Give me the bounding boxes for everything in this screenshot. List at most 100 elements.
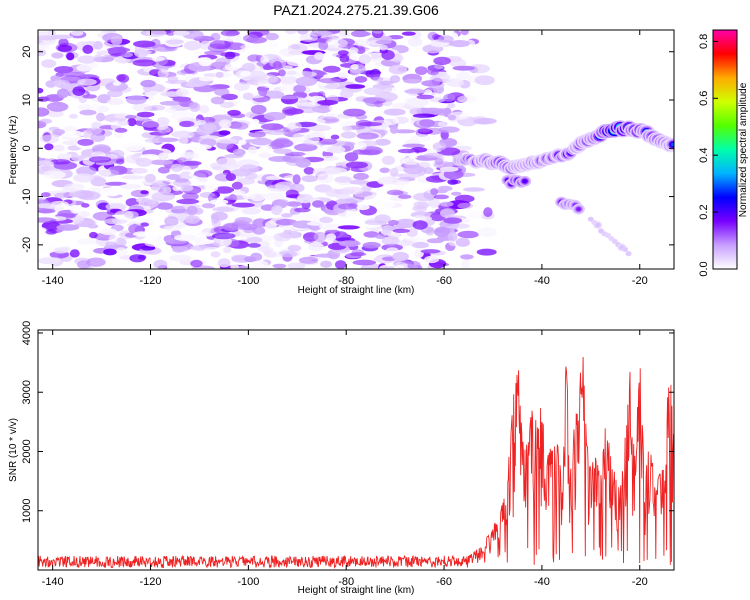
noise-blob <box>398 194 412 199</box>
signal-blob <box>623 247 628 252</box>
noise-blob <box>383 116 399 126</box>
noise-blob <box>66 52 75 61</box>
noise-blob <box>358 54 372 64</box>
noise-blob <box>251 118 260 125</box>
noise-blob <box>342 125 353 132</box>
noise-blob <box>209 199 229 205</box>
noise-blob <box>250 192 266 202</box>
noise-blob <box>151 191 175 202</box>
noise-blob <box>388 219 399 226</box>
noise-blob <box>378 80 395 85</box>
noise-blob <box>381 155 395 165</box>
noise-blob <box>460 30 469 36</box>
noise-blob <box>425 228 435 236</box>
noise-blob <box>91 103 100 110</box>
noise-blob <box>149 159 173 166</box>
noise-blob <box>230 264 240 269</box>
noise-blob <box>96 112 105 122</box>
noise-blob <box>246 236 263 243</box>
noise-blob <box>162 186 172 194</box>
noise-blob <box>335 260 347 269</box>
figure-title: PAZ1.2024.275.21.39.G06 <box>273 2 439 18</box>
noise-blob <box>457 230 479 239</box>
noise-blob <box>167 75 179 84</box>
noise-blob <box>268 41 279 48</box>
noise-blob <box>194 169 213 178</box>
x-tick-label: -140 <box>42 275 64 287</box>
snr-y-label: SNR (10 * v/v) <box>8 418 19 482</box>
signal-blob <box>626 251 631 256</box>
noise-blob <box>377 176 393 185</box>
noise-blob <box>350 64 359 70</box>
noise-blob <box>164 216 179 227</box>
noise-blob <box>337 225 360 230</box>
noise-blob <box>96 50 112 55</box>
noise-blob <box>267 184 291 192</box>
noise-blob <box>389 125 399 134</box>
noise-blob <box>144 240 164 247</box>
noise-blob <box>374 200 396 209</box>
noise-blob <box>309 136 320 143</box>
noise-blob <box>279 85 294 92</box>
noise-blob <box>392 251 410 262</box>
noise-blob <box>457 202 474 209</box>
noise-blob <box>430 188 439 196</box>
noise-blob <box>345 211 357 220</box>
noise-blob <box>312 200 324 208</box>
noise-blob <box>381 50 395 60</box>
noise-blob <box>224 51 236 60</box>
noise-blob <box>358 121 383 127</box>
noise-blob <box>367 52 386 62</box>
noise-blob <box>364 194 379 204</box>
noise-blob <box>52 79 70 88</box>
noise-blob <box>117 119 129 126</box>
noise-blob <box>197 232 215 237</box>
noise-blob <box>224 62 241 71</box>
noise-blob <box>68 191 85 198</box>
colorbar-gradient <box>713 30 737 269</box>
noise-blob <box>395 223 409 228</box>
noise-blob <box>201 203 216 209</box>
noise-blob <box>242 92 254 101</box>
noise-blob <box>181 160 202 166</box>
noise-blob <box>402 157 419 165</box>
noise-blob <box>392 228 410 233</box>
noise-blob <box>402 143 425 148</box>
noise-blob <box>114 127 128 133</box>
noise-blob <box>212 232 236 240</box>
noise-blob <box>460 254 474 260</box>
noise-blob <box>431 72 451 82</box>
noise-blob <box>160 91 184 97</box>
noise-blob <box>199 135 221 140</box>
noise-blob <box>407 37 423 47</box>
noise-blob <box>166 174 182 180</box>
noise-blob <box>439 166 459 172</box>
noise-blob <box>38 208 56 214</box>
noise-blob <box>140 198 152 207</box>
noise-blob <box>291 44 301 50</box>
noise-blob <box>286 70 297 76</box>
noise-blob <box>144 91 162 97</box>
y-tick-label: 1000 <box>21 498 33 522</box>
noise-blob <box>375 233 386 240</box>
noise-blob <box>141 245 156 251</box>
noise-blob <box>461 259 470 269</box>
noise-blob <box>407 260 421 269</box>
noise-blob <box>239 164 259 174</box>
noise-blob <box>41 59 57 68</box>
noise-blob <box>412 215 427 223</box>
noise-blob <box>107 47 131 53</box>
noise-blob <box>323 56 340 64</box>
noise-blob <box>198 177 208 183</box>
noise-blob <box>198 76 215 82</box>
noise-blob <box>324 167 348 175</box>
x-tick-label: -40 <box>534 576 550 588</box>
noise-blob <box>262 192 284 201</box>
noise-blob <box>142 120 159 130</box>
noise-blob <box>112 81 122 86</box>
noise-blob <box>356 204 370 211</box>
noise-blob <box>122 142 144 152</box>
noise-blob <box>130 167 148 174</box>
noise-blob <box>319 77 341 84</box>
